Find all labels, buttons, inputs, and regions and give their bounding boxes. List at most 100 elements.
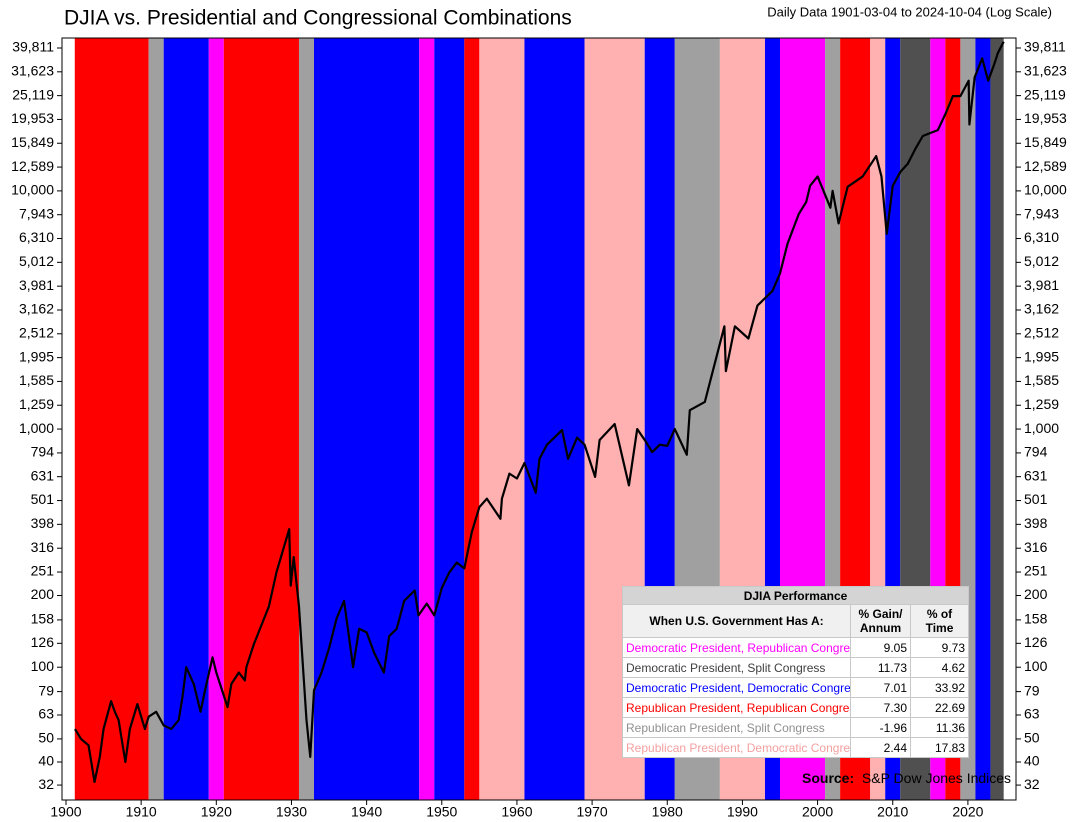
row-label: Republican President, Split Congress	[622, 717, 851, 738]
table-row: Democratic President, Republican Congres…	[622, 637, 970, 658]
y-tick-label: 251	[1024, 563, 1048, 579]
table-row: Republican President, Split Congress -1.9…	[622, 717, 970, 738]
y-tick-label: 63	[1024, 706, 1040, 722]
y-tick-label: 398	[1024, 515, 1048, 531]
y-tick-label: 1,259	[19, 396, 54, 412]
period-band	[419, 38, 435, 800]
y-tick-label: 1,000	[19, 420, 54, 436]
x-tick-label: 2010	[877, 804, 908, 820]
source-text: S&P Dow Jones Indices	[861, 770, 1012, 786]
table-row: Republican President, Republican Congres…	[622, 697, 970, 718]
y-tick-label: 100	[1024, 658, 1048, 674]
y-tick-label: 200	[31, 586, 55, 602]
y-tick-label: 501	[31, 491, 55, 507]
y-tick-label: 100	[31, 658, 55, 674]
period-band	[148, 38, 164, 800]
y-tick-label: 631	[1024, 467, 1048, 483]
x-tick-label: 2020	[952, 804, 983, 820]
y-tick-label: 398	[31, 515, 55, 531]
y-tick-label: 31,623	[1024, 63, 1067, 79]
y-tick-label: 3,162	[1024, 301, 1059, 317]
y-tick-label: 316	[31, 539, 55, 555]
y-tick-label: 200	[1024, 586, 1048, 602]
y-tick-label: 126	[1024, 634, 1048, 650]
period-band	[524, 38, 585, 800]
y-tick-label: 6,310	[1024, 229, 1059, 245]
row-label: Democratic President, Split Congress	[622, 657, 851, 678]
gain-cell: 7.30	[850, 697, 911, 718]
period-band	[314, 38, 420, 800]
y-tick-label: 12,589	[11, 158, 54, 174]
y-tick-label: 3,162	[19, 301, 54, 317]
time-cell: 4.62	[909, 657, 970, 678]
performance-table: DJIA Performance When U.S. Government Ha…	[621, 586, 970, 758]
y-tick-label: 19,953	[11, 110, 54, 126]
time-cell: 11.36	[909, 717, 970, 738]
y-tick-label: 1,000	[1024, 420, 1059, 436]
y-tick-label: 158	[1024, 611, 1048, 627]
y-tick-label: 631	[31, 467, 55, 483]
y-tick-label: 794	[1024, 444, 1048, 460]
gain-cell: 9.05	[850, 637, 911, 658]
period-band	[223, 38, 299, 800]
gain-cell: 11.73	[850, 657, 911, 678]
x-tick-label: 1950	[426, 804, 457, 820]
y-tick-label: 1,585	[1024, 372, 1059, 388]
period-band	[975, 38, 991, 800]
table-row: Democratic President, Split Congress 11.7…	[622, 657, 970, 678]
source-label: Source:	[802, 770, 855, 786]
row-label: Republican President, Democratic Congres	[622, 737, 851, 758]
time-cell: 9.73	[909, 637, 970, 658]
y-tick-label: 50	[38, 730, 54, 746]
gain-cell: 2.44	[850, 737, 911, 758]
period-band	[464, 38, 480, 800]
y-tick-label: 794	[31, 444, 55, 460]
chart-title: DJIA vs. Presidential and Congressional …	[64, 7, 572, 30]
y-tick-label: 63	[38, 706, 54, 722]
y-tick-label: 7,943	[1024, 205, 1059, 221]
y-tick-label: 19,953	[1024, 110, 1067, 126]
table-row: Democratic President, Democratic Congres…	[622, 677, 970, 698]
x-tick-label: 1940	[351, 804, 382, 820]
table-header: % of Time	[909, 604, 970, 638]
y-tick-label: 39,811	[12, 39, 54, 55]
y-tick-label: 32	[38, 776, 54, 792]
djia-line	[74, 41, 1005, 783]
chart-subtitle: Daily Data 1901-03-04 to 2024-10-04 (Log…	[767, 4, 1052, 19]
y-tick-label: 1,995	[19, 348, 54, 364]
y-tick-label: 10,000	[1024, 182, 1067, 198]
y-tick-label: 5,012	[1024, 253, 1059, 269]
y-tick-label: 1,585	[19, 372, 54, 388]
y-tick-label: 15,849	[1024, 134, 1067, 150]
period-band	[479, 38, 525, 800]
x-tick-label: 1970	[577, 804, 608, 820]
y-tick-label: 39,811	[1024, 39, 1066, 55]
x-tick-label: 1980	[652, 804, 683, 820]
period-band	[434, 38, 465, 800]
row-label: Republican President, Republican Congres	[622, 697, 851, 718]
y-tick-label: 12,589	[1024, 158, 1067, 174]
y-tick-label: 7,943	[19, 205, 54, 221]
x-tick-label: 1930	[276, 804, 307, 820]
plot-frame	[61, 37, 1017, 801]
y-tick-label: 10,000	[11, 182, 54, 198]
y-tick-label: 316	[1024, 539, 1048, 555]
y-tick-label: 25,119	[1024, 86, 1066, 102]
y-tick-label: 40	[1024, 753, 1040, 769]
y-tick-label: 3,981	[1024, 277, 1059, 293]
y-tick-label: 2,512	[19, 324, 54, 340]
x-tick-label: 2000	[802, 804, 833, 820]
table-header: When U.S. Government Has A:	[622, 604, 851, 638]
period-band	[208, 38, 224, 800]
row-label: Democratic President, Democratic Congres	[622, 677, 851, 698]
x-tick-label: 1990	[727, 804, 758, 820]
gain-cell: 7.01	[850, 677, 911, 698]
y-tick-label: 79	[38, 682, 54, 698]
time-cell: 17.83	[909, 737, 970, 758]
time-cell: 33.92	[909, 677, 970, 698]
table-title: DJIA Performance	[621, 586, 970, 605]
y-tick-label: 32	[1024, 776, 1040, 792]
period-band	[74, 38, 149, 800]
y-tick-label: 25,119	[12, 86, 54, 102]
x-tick-label: 1910	[126, 804, 157, 820]
